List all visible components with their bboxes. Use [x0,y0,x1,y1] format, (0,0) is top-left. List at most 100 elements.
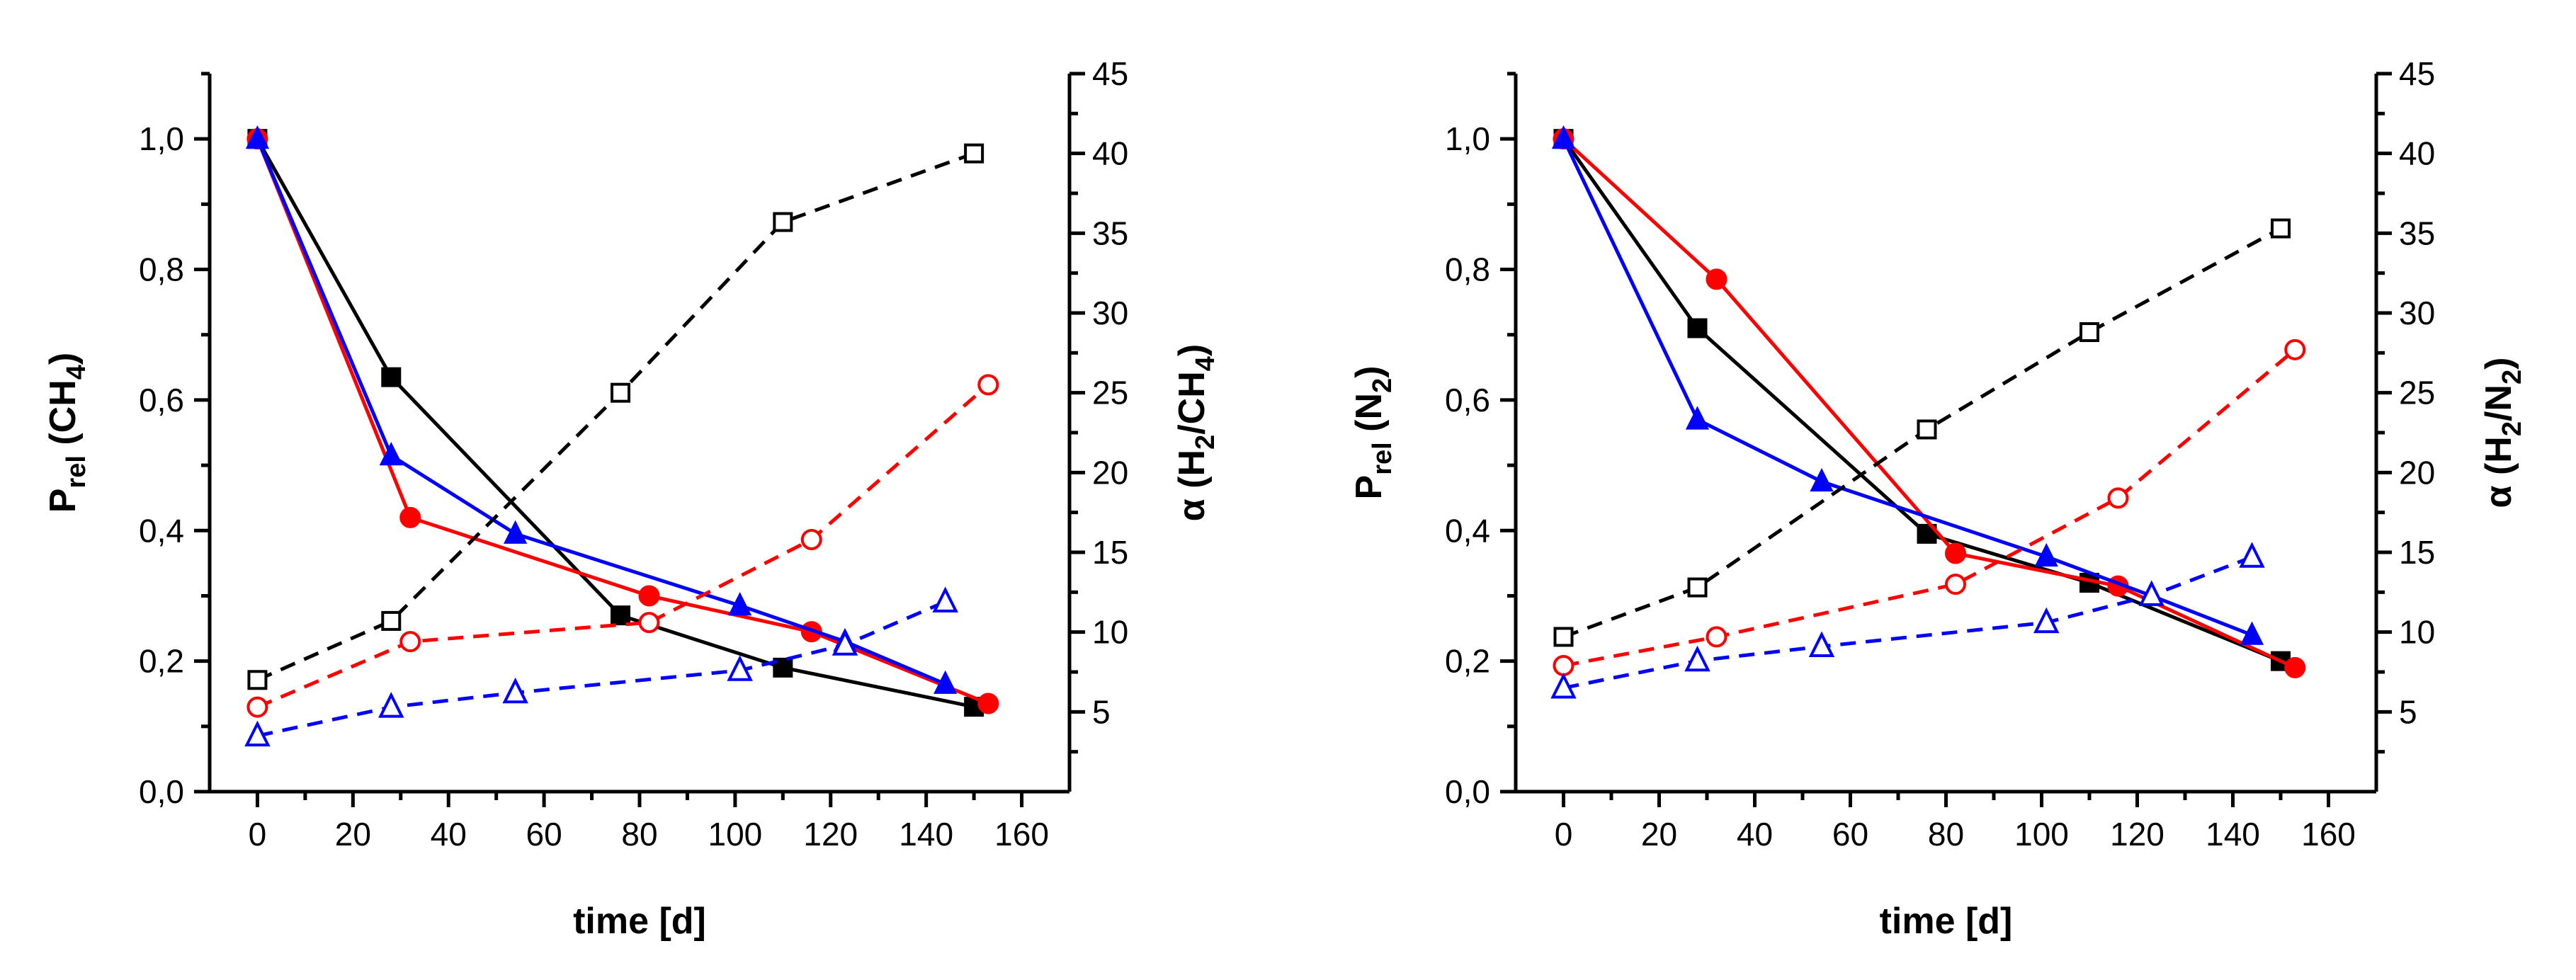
left-y-tick-label: 0,0 [139,773,184,810]
data-point-red-prel-1 [1706,268,1727,290]
right-y-tick-label: 20 [2399,454,2435,491]
data-point-blue-alpha-5 [932,586,958,612]
data-point-blue-prel-0 [1551,125,1576,149]
data-point-black-alpha-1 [381,610,402,631]
x-tick-label: 160 [2301,816,2356,853]
x-tick-label: 60 [1832,816,1868,853]
x-tick-label: 100 [708,816,763,853]
data-point-black-alpha-1 [1687,577,1708,598]
left-y-tick-label: 0,4 [139,512,184,549]
data-point-red-alpha-2 [638,612,660,634]
data-point-blue-alpha-4 [2138,580,2164,606]
left-y-axis-label: Prel (N2) [1349,366,1397,500]
left-y-tick-label: 0,8 [139,251,184,288]
right-y-tick-label: 30 [1092,295,1128,331]
left-y-axis-label: Prel (CH4) [42,353,91,513]
series-line-black-alpha [256,152,975,682]
x-tick-label: 120 [2110,816,2164,853]
data-point-red-alpha-4 [977,374,999,396]
x-tick-label: 0 [249,816,267,853]
x-tick-label: 40 [1737,816,1773,853]
data-point-blue-prel-3 [2034,542,2058,567]
data-point-black-prel-2 [611,605,631,626]
data-point-red-alpha-0 [246,696,268,718]
chart-panel-2: 0 20 40 60 80 100 120 140 160 0,0 0,2 0,4 0,6 0,8 1,0 5… [1349,55,2527,942]
x-tick-label: 20 [335,816,371,853]
data-point-red-prel-4 [2284,656,2306,678]
data-point-black-alpha-3 [2079,322,2099,343]
right-y-axis-label: α (H2/CH4) [1171,344,1220,521]
data-point-blue-prel-5 [934,670,958,694]
data-point-blue-alpha-4 [832,629,858,656]
data-point-red-prel-2 [1945,542,1966,564]
data-point-black-alpha-4 [964,143,985,164]
right-y-tick-label: 25 [1092,375,1128,411]
left-y-tick-label: 0,2 [1445,643,1490,680]
right-y-tick-label: 5 [1092,693,1111,730]
x-axis-label: time [d] [1880,901,2013,942]
data-point-black-prel-1 [1687,318,1708,338]
data-point-blue-prel-2 [1810,467,1834,492]
x-tick-label: 100 [2014,816,2069,853]
data-point-red-prel-1 [399,506,421,528]
left-y-tick-label: 0,6 [1445,382,1490,418]
x-tick-label: 40 [431,816,467,853]
data-point-red-alpha-3 [2107,487,2129,509]
right-y-tick-label: 10 [2399,614,2435,651]
data-point-black-alpha-3 [773,212,793,232]
data-point-blue-prel-3 [728,592,752,616]
series-line-blue-alpha [256,600,946,738]
left-y-tick-label: 1,0 [139,120,184,157]
data-point-blue-prel-2 [504,520,528,544]
right-y-tick-label: 35 [1092,215,1128,251]
x-tick-label: 60 [526,816,562,853]
series-line-red-alpha [1563,348,2296,668]
data-point-black-alpha-0 [1553,627,1574,647]
data-point-blue-alpha-2 [1808,631,1835,657]
series-line-blue-prel [256,138,946,686]
data-point-red-prel-4 [977,693,999,714]
series-line-blue-alpha [1563,555,2253,690]
x-tick-label: 80 [1928,816,1964,853]
data-point-black-prel-1 [381,367,402,387]
series-line-red-prel [1562,137,2296,670]
series-line-red-alpha [256,383,989,709]
right-y-tick-label: 45 [1092,55,1128,92]
data-point-black-alpha-4 [2271,218,2291,239]
data-point-blue-alpha-3 [727,655,753,681]
data-point-blue-alpha-0 [1550,673,1577,699]
data-point-blue-prel-1 [1685,406,1710,430]
x-tick-label: 120 [803,816,858,853]
data-point-black-prel-2 [1917,523,1937,544]
right-y-tick-label: 25 [2399,375,2435,411]
data-point-blue-prel-0 [245,125,270,149]
data-point-red-alpha-1 [1706,626,1727,648]
right-y-tick-label: 30 [2399,295,2435,331]
right-y-tick-label: 40 [1092,135,1128,172]
right-y-tick-label: 35 [2399,215,2435,251]
left-y-tick-label: 1,0 [1445,120,1490,157]
data-point-blue-alpha-3 [2033,607,2060,634]
data-point-blue-prel-5 [2240,621,2264,645]
data-point-red-alpha-4 [2284,338,2306,360]
data-point-red-alpha-0 [1553,654,1574,676]
data-point-blue-prel-1 [379,442,403,466]
data-point-black-alpha-0 [247,670,268,690]
left-y-tick-label: 0,2 [139,643,184,680]
data-point-blue-alpha-5 [2239,542,2265,568]
right-y-tick-label: 5 [2399,693,2417,730]
data-point-red-prel-2 [638,585,660,607]
x-tick-label: 20 [1641,816,1677,853]
chart-panel-1: 0 20 40 60 80 100 120 140 160 0,0 0,2 0,4 0,6 0,8 1,0 5… [42,55,1220,942]
left-y-tick-label: 0,6 [139,382,184,418]
series-line-black-prel [1562,137,2281,663]
data-point-blue-alpha-1 [378,692,404,718]
right-y-tick-label: 45 [2399,55,2435,92]
right-y-axis-label: α (H2/N2) [2478,358,2527,508]
x-tick-label: 0 [1555,816,1573,853]
data-point-black-alpha-2 [1917,419,1937,440]
data-point-blue-alpha-1 [1684,645,1710,672]
right-y-tick-label: 40 [2399,135,2435,172]
left-y-tick-label: 0,8 [1445,251,1490,288]
x-tick-label: 140 [2206,816,2260,853]
